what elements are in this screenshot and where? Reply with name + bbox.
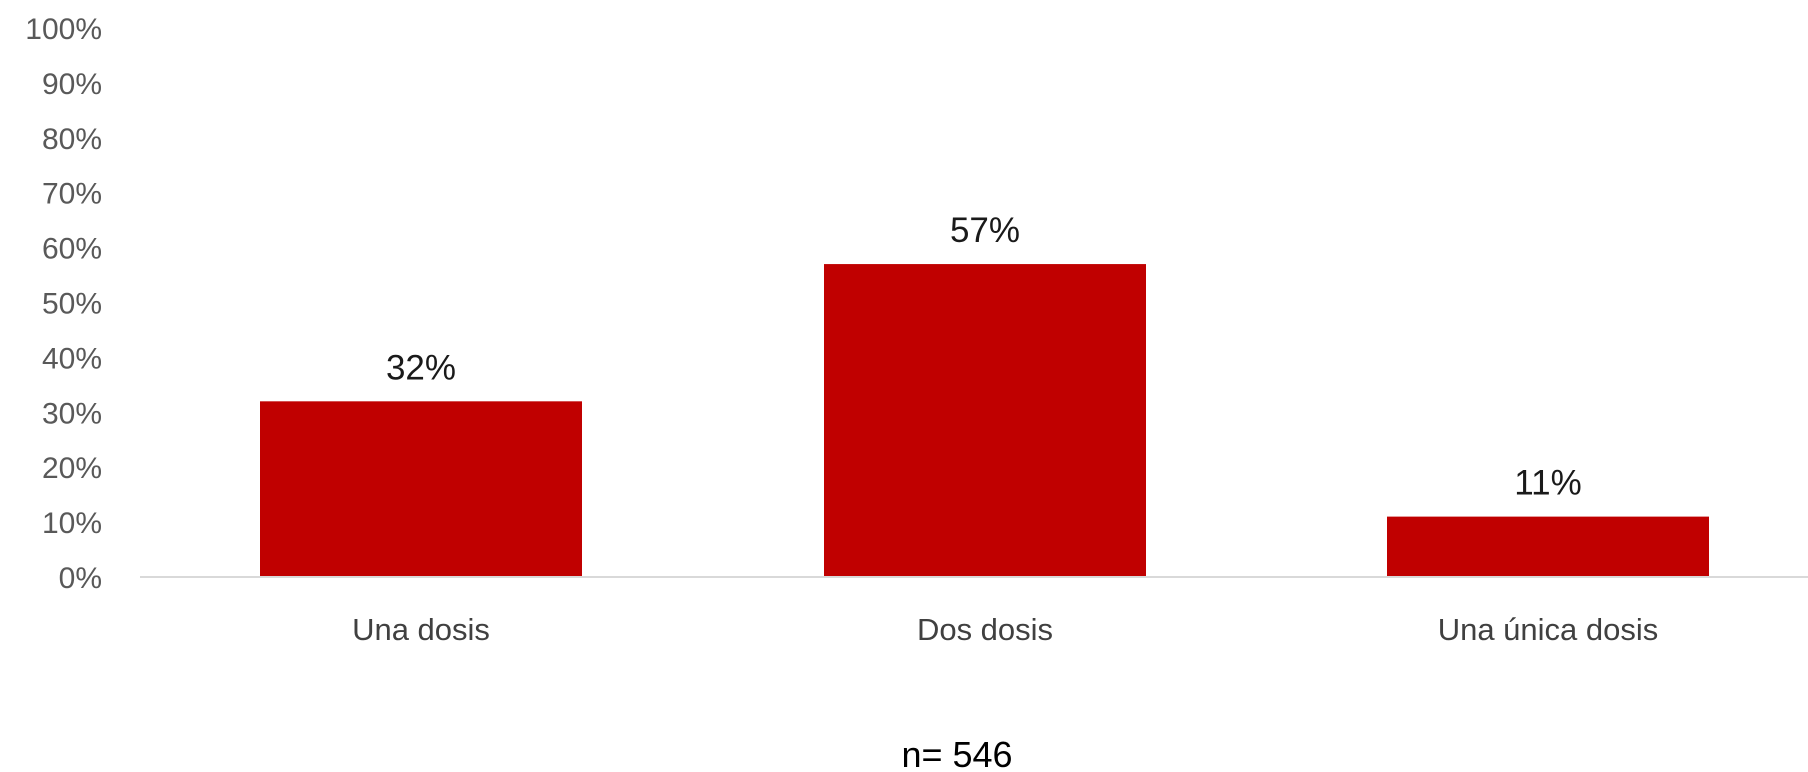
- sample-size-note: n= 546: [901, 734, 1012, 772]
- y-tick-label: 10%: [42, 507, 102, 540]
- y-tick-label: 70%: [42, 178, 102, 211]
- y-tick-label: 30%: [42, 397, 102, 430]
- y-tick-label: 0%: [59, 562, 102, 595]
- data-labels-group: 32% 57% 11%: [386, 211, 1582, 503]
- y-tick-label: 60%: [42, 233, 102, 266]
- data-label: 57%: [950, 211, 1020, 250]
- data-label: 32%: [386, 348, 456, 387]
- category-label: Una dosis: [352, 612, 490, 647]
- bar: [824, 264, 1146, 577]
- y-tick-label: 100%: [25, 13, 102, 46]
- y-tick-label: 90%: [42, 68, 102, 101]
- category-label: Dos dosis: [917, 612, 1053, 647]
- y-tick-label: 80%: [42, 123, 102, 156]
- y-tick-label: 50%: [42, 288, 102, 321]
- category-labels-group: Una dosis Dos dosis Una única dosis: [352, 612, 1658, 647]
- data-label: 11%: [1514, 464, 1581, 503]
- y-tick-label: 40%: [42, 342, 102, 375]
- bar: [1387, 516, 1709, 577]
- y-tick-label: 20%: [42, 452, 102, 485]
- category-label: Una única dosis: [1438, 612, 1659, 647]
- y-axis-ticks: 0% 10% 20% 30% 40% 50% 60% 70% 80% 90% 100%: [25, 13, 102, 595]
- bars-group: [260, 264, 1709, 577]
- bar: [260, 401, 582, 577]
